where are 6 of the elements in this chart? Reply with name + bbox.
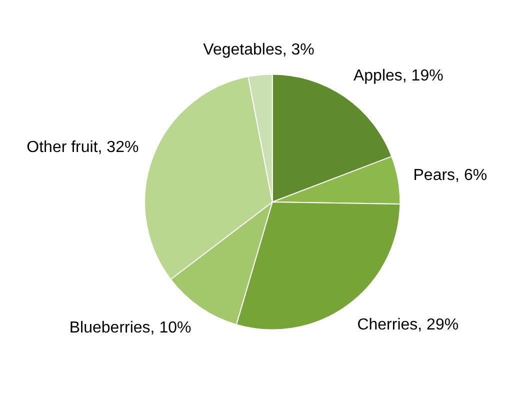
slice-label: Apples, 19% — [353, 68, 444, 85]
slice-label: Cherries, 29% — [357, 316, 459, 334]
slice-label: Vegetables, 3% — [203, 42, 314, 59]
slice-label: Other fruit, 32% — [26, 139, 139, 156]
slice-label: Blueberries, 10% — [69, 319, 192, 336]
slice-label: Pears, 6% — [413, 166, 488, 184]
